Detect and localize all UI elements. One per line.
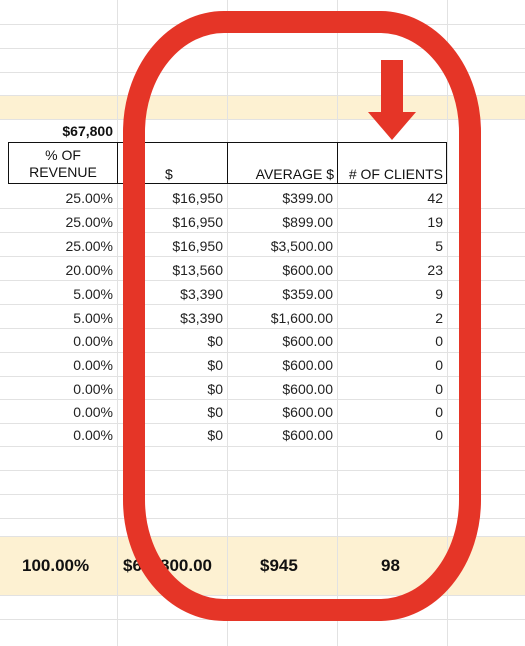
row-divider — [0, 48, 525, 49]
row-divider — [0, 399, 525, 400]
cell-pct[interactable]: 20.00% — [65, 262, 113, 278]
row-divider — [0, 232, 525, 233]
cell-average[interactable]: $600.00 — [282, 262, 333, 278]
cell-dollar[interactable]: $0 — [207, 381, 223, 397]
cell-pct[interactable]: 25.00% — [65, 190, 113, 206]
cell-clients[interactable]: 0 — [435, 427, 443, 443]
cell-average[interactable]: $600.00 — [282, 427, 333, 443]
cell-clients[interactable]: 0 — [435, 357, 443, 373]
header-dollar-label: $ — [165, 166, 173, 182]
row-divider — [0, 95, 525, 96]
cell-pct[interactable]: 0.00% — [73, 357, 113, 373]
cell-average[interactable]: $600.00 — [282, 381, 333, 397]
row-divider — [0, 304, 525, 305]
row-divider — [0, 446, 525, 447]
cell-dollar[interactable]: $3,390 — [180, 310, 223, 326]
col-divider — [337, 0, 338, 646]
cell-dollar[interactable]: $13,560 — [172, 262, 223, 278]
cell-clients[interactable]: 19 — [427, 214, 443, 230]
total-average[interactable]: $945 — [260, 556, 298, 575]
cell-dollar[interactable]: $0 — [207, 357, 223, 373]
cell-clients[interactable]: 23 — [427, 262, 443, 278]
row-divider — [0, 328, 525, 329]
cell-average[interactable]: $3,500.00 — [270, 238, 333, 254]
cell-average[interactable]: $600.00 — [282, 357, 333, 373]
cell-average[interactable]: $600.00 — [282, 333, 333, 349]
row-divider — [0, 518, 525, 519]
cell-pct[interactable]: 25.00% — [65, 214, 113, 230]
cell-pct[interactable]: 5.00% — [73, 286, 113, 302]
cell-pct[interactable]: 0.00% — [73, 427, 113, 443]
col-divider — [227, 0, 228, 646]
cell-dollar[interactable]: $0 — [207, 404, 223, 420]
col-divider — [117, 0, 118, 646]
cell-clients[interactable]: 42 — [427, 190, 443, 206]
cell-clients[interactable]: 0 — [435, 404, 443, 420]
row-divider — [0, 352, 525, 353]
total-pct[interactable]: 100.00% — [22, 556, 90, 575]
cell-pct[interactable]: 0.00% — [73, 333, 113, 349]
row-divider — [0, 119, 525, 120]
header-clients-label: # OF CLIENTS — [348, 166, 443, 182]
highlight-band-top — [0, 95, 525, 119]
revenue-total[interactable]: $67,800 — [62, 123, 113, 139]
cell-dollar[interactable]: $3,390 — [180, 286, 223, 302]
header-average-label: AVERAGE $ — [255, 166, 334, 182]
header-pct-line1: % OF — [45, 147, 81, 163]
row-divider — [0, 494, 525, 495]
cell-clients[interactable]: 0 — [435, 333, 443, 349]
row-divider — [0, 423, 525, 424]
highlight-oval — [123, 11, 481, 621]
cell-dollar[interactable]: $16,950 — [172, 190, 223, 206]
row-divider — [0, 536, 525, 537]
row-divider — [0, 470, 525, 471]
header-clients[interactable]: # OF CLIENTS — [337, 142, 447, 184]
cell-clients[interactable]: 5 — [435, 238, 443, 254]
row-divider — [0, 208, 525, 209]
cell-average[interactable]: $600.00 — [282, 404, 333, 420]
header-pct-line2: REVENUE — [29, 164, 97, 180]
cell-dollar[interactable]: $16,950 — [172, 238, 223, 254]
col-divider — [447, 0, 448, 646]
down-arrow-icon — [368, 60, 416, 140]
cell-pct[interactable]: 0.00% — [73, 381, 113, 397]
cell-average[interactable]: $399.00 — [282, 190, 333, 206]
total-clients[interactable]: 98 — [381, 556, 400, 575]
cell-clients[interactable]: 0 — [435, 381, 443, 397]
cell-dollar[interactable]: $16,950 — [172, 214, 223, 230]
row-divider — [0, 256, 525, 257]
cell-pct[interactable]: 0.00% — [73, 404, 113, 420]
cell-average[interactable]: $359.00 — [282, 286, 333, 302]
cell-dollar[interactable]: $0 — [207, 427, 223, 443]
row-divider — [0, 376, 525, 377]
cell-average[interactable]: $899.00 — [282, 214, 333, 230]
row-divider — [0, 595, 525, 596]
cell-dollar[interactable]: $0 — [207, 333, 223, 349]
cell-clients[interactable]: 9 — [435, 286, 443, 302]
cell-average[interactable]: $1,600.00 — [270, 310, 333, 326]
cell-pct[interactable]: 25.00% — [65, 238, 113, 254]
row-divider — [0, 72, 525, 73]
row-divider — [0, 280, 525, 281]
cell-clients[interactable]: 2 — [435, 310, 443, 326]
cell-pct[interactable]: 5.00% — [73, 310, 113, 326]
total-dollar-right[interactable]: 800.00 — [160, 556, 212, 575]
header-pct-revenue[interactable]: % OF REVENUE — [8, 142, 118, 184]
